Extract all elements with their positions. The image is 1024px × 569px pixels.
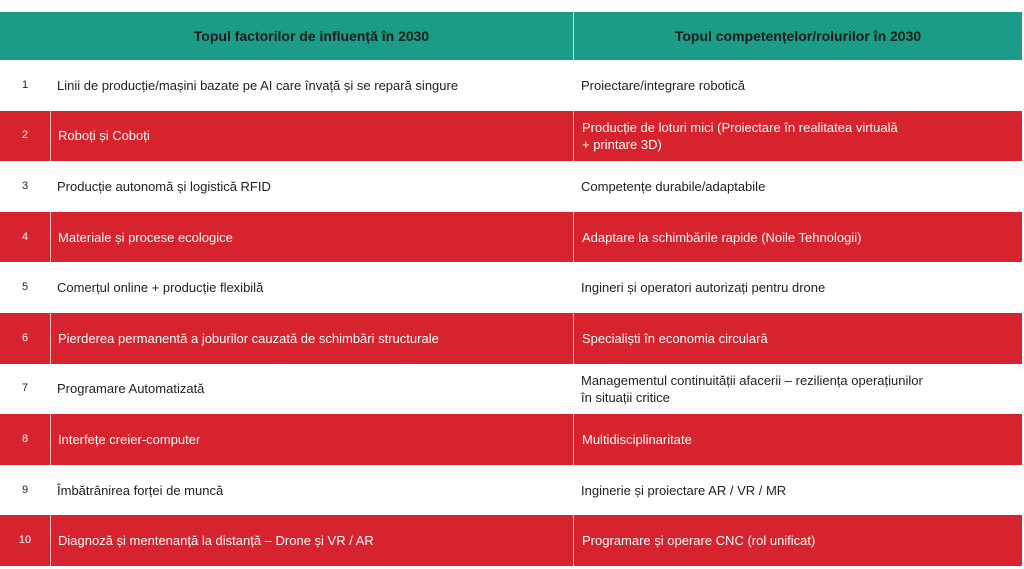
table-cell: Interfețe creier-computer	[50, 414, 573, 465]
table-row: 10 Diagnoză și mentenanță la distanță – D…	[0, 515, 1022, 566]
header-cell: Topul competențelor/rolurilor în 2030	[573, 12, 1022, 60]
table-cell: Ingineri și operatori autorizați pentru …	[581, 280, 826, 296]
row-number: 4	[21, 230, 29, 243]
row-number: 8	[21, 432, 29, 445]
table-row: 6 Pierderea permanentă a joburilor cauzat…	[0, 312, 1022, 364]
table-row: 8 Interfețe creier-computer Multidisciplin…	[0, 414, 1022, 465]
table-row: 3 Producție autonomă și logistică RFID Com…	[0, 161, 1022, 212]
table-row: 4 Materiale și procese ecologice Adaptare …	[0, 211, 1022, 263]
table-row: 2 Roboți și Coboți Producție de loturi mic…	[0, 110, 1022, 162]
row-number: 10	[18, 534, 32, 547]
header-cell: Topul factorilor de influență în 2030	[193, 27, 430, 44]
table-cell: Roboți și Coboți	[50, 110, 573, 162]
row-number: 5	[21, 281, 29, 294]
table: Topul factorilor de influență în 2030 To…	[0, 12, 1022, 566]
table-cell: Diagnoză și mentenanță la distanță – Dro…	[50, 515, 573, 566]
table-cell: Proiectare/integrare robotică	[581, 77, 746, 93]
row-number: 6	[21, 331, 29, 344]
table-cell: Inginerie și proiectare AR / VR / MR	[581, 482, 787, 498]
table-row: 7 Programare Automatizată Managementul con…	[0, 363, 1022, 415]
table-cell: Pierderea permanentă a joburilor cauzată…	[50, 312, 573, 364]
table-cell: Multidisciplinaritate	[573, 414, 1022, 465]
table-cell: Producție de loturi mici (Proiectare în …	[573, 110, 1022, 162]
table-cell: Specialiști în economia circulară	[573, 312, 1022, 364]
header-row: Topul factorilor de influență în 2030 To…	[0, 12, 1022, 60]
table-cell: Managementul continuității afacerii – re…	[581, 372, 923, 405]
table-cell: Adaptare la schimbările rapide (Noile Te…	[573, 211, 1022, 263]
table-cell: Comerțul online + producție flexibilă	[57, 280, 264, 296]
row-number: 2	[21, 129, 29, 142]
table-row: 5 Comerțul online + producție flexibilă In…	[0, 262, 1022, 313]
table-cell: Programare Automatizată	[57, 381, 205, 397]
table-row: 1 Linii de producție/mașini bazate pe AI …	[0, 60, 1022, 111]
table-row: 9 Îmbătrânirea forței de muncă Inginerie ș…	[0, 464, 1022, 516]
row-number: 7	[21, 382, 29, 395]
table-cell: Competențe durabile/adaptabile	[581, 178, 766, 194]
header-cell	[0, 12, 50, 60]
row-number: 3	[21, 179, 29, 192]
table-cell: Programare și operare CNC (rol unificat)	[573, 515, 1022, 566]
table-cell: Producție autonomă și logistică RFID	[57, 178, 271, 194]
table-cell: Îmbătrânirea forței de muncă	[57, 482, 224, 498]
row-number: 9	[21, 483, 29, 496]
table-cell: Linii de producție/mașini bazate pe AI c…	[57, 77, 459, 93]
table-cell: Materiale și procese ecologice	[50, 211, 573, 263]
row-number: 1	[21, 78, 29, 91]
